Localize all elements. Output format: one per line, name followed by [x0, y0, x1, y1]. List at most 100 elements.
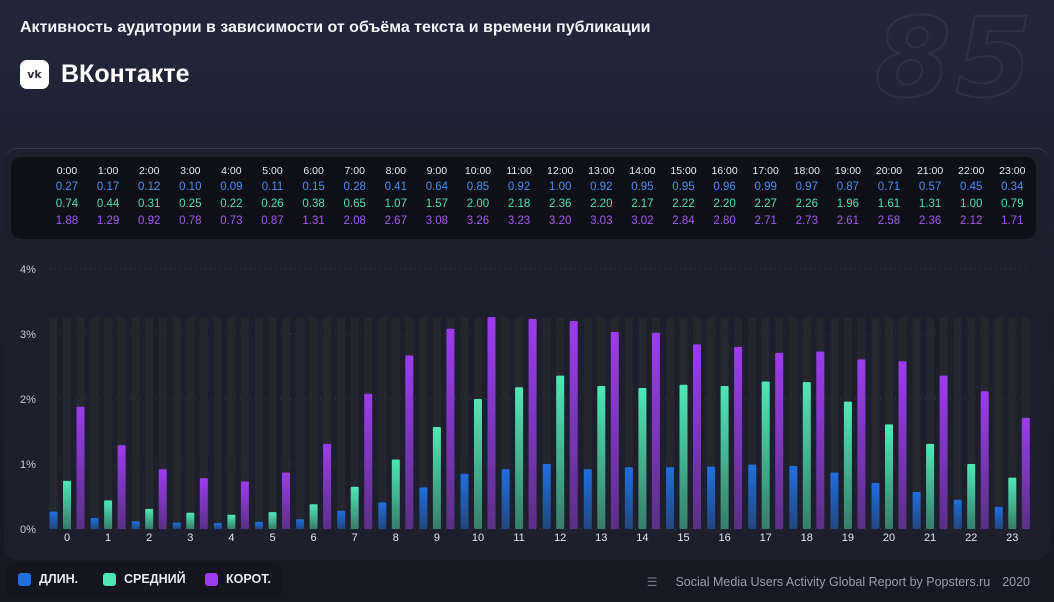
value-medium: 2.22 [672, 198, 695, 210]
bar-long [213, 523, 222, 529]
bar-medium [802, 382, 811, 529]
value-short: 0.73 [220, 215, 243, 227]
value-long: 0.97 [795, 181, 818, 193]
x-tick-label: 10 [472, 532, 484, 544]
x-tick-label: 3 [187, 532, 193, 544]
bar-short [1021, 417, 1030, 529]
bar-medium [391, 459, 400, 529]
legend-item-medium: СРЕДНИЙ [103, 572, 186, 586]
bar-background [912, 317, 921, 529]
value-long: 0.41 [384, 181, 407, 193]
bar-background [240, 317, 249, 529]
bar-long [912, 491, 921, 529]
legend-swatch-short [205, 572, 218, 586]
bar-short [816, 351, 825, 529]
value-short: 2.80 [713, 215, 736, 227]
bar-long [172, 522, 181, 529]
value-long: 0.96 [713, 181, 736, 193]
value-medium: 1.31 [918, 198, 942, 210]
bar-long [255, 521, 263, 529]
bar-background [296, 317, 305, 529]
value-short: 2.73 [795, 215, 818, 227]
bar-background [583, 317, 592, 529]
bar-background [227, 317, 236, 529]
bar-short [240, 481, 249, 529]
bar-short [980, 391, 989, 529]
bar-background [542, 317, 551, 529]
bar-short [282, 472, 290, 529]
value-long: 0.10 [179, 181, 202, 193]
value-long: 0.99 [754, 181, 777, 193]
bar-background [666, 317, 674, 529]
value-long: 0.45 [959, 181, 983, 193]
value-short: 0.92 [137, 215, 161, 227]
bar-long [501, 469, 510, 529]
value-short: 2.71 [754, 215, 777, 227]
footer: ☰ Social Media Users Activity Global Rep… [647, 575, 1030, 589]
x-tick-label: 13 [595, 532, 607, 544]
value-medium: 2.27 [754, 198, 777, 210]
bar-short [734, 347, 743, 529]
x-tick-label: 6 [311, 532, 317, 544]
time-label: 18:00 [793, 165, 820, 177]
value-long: 0.11 [261, 181, 284, 193]
bar-medium [679, 384, 688, 529]
bar-short [487, 317, 496, 529]
legend-item-short: КОРОТ. [205, 572, 271, 586]
bar-background [624, 317, 633, 529]
value-short: 3.20 [548, 215, 572, 227]
value-short: 1.31 [302, 215, 325, 227]
value-long: 1.00 [548, 181, 572, 193]
bar-long [90, 517, 99, 529]
bar-background [117, 317, 126, 529]
time-label: 13:00 [588, 165, 615, 177]
bar-background [309, 317, 318, 529]
bar-medium [967, 464, 976, 529]
bar-long [789, 465, 798, 529]
value-medium: 0.79 [1001, 198, 1024, 210]
bar-background [131, 317, 140, 529]
watermark-number: 85 [874, 0, 1036, 123]
bar-background [186, 317, 195, 529]
bar-background [337, 317, 346, 529]
time-label: 23:00 [999, 165, 1026, 177]
bar-long [707, 466, 716, 529]
value-long: 0.34 [1001, 181, 1024, 193]
bar-background [967, 317, 976, 529]
bar-short [651, 332, 660, 529]
value-medium: 0.38 [302, 198, 325, 210]
value-short: 1.71 [1001, 215, 1024, 227]
x-tick-label: 23 [1006, 532, 1018, 544]
time-label: 5:00 [262, 165, 283, 177]
vk-logo-icon: vk [20, 60, 49, 89]
bar-long [583, 469, 592, 529]
brand-name: ВКонтакте [61, 60, 190, 88]
bar-background [748, 317, 757, 529]
x-tick-label: 4 [228, 532, 234, 544]
bar-medium [474, 399, 482, 529]
bar-short [528, 319, 537, 529]
bar-background [501, 317, 510, 529]
y-tick-label: 3% [20, 329, 36, 341]
bar-background [49, 317, 58, 529]
bar-background [104, 317, 113, 529]
list-icon: ☰ [646, 575, 658, 589]
x-tick-label: 0 [64, 532, 70, 544]
bar-medium [885, 424, 893, 529]
value-short: 3.08 [425, 215, 449, 227]
bar-medium [145, 508, 154, 529]
bar-medium [186, 512, 195, 529]
time-label: 6:00 [303, 165, 324, 177]
time-label: 8:00 [385, 165, 407, 177]
x-tick-label: 20 [883, 532, 895, 544]
bar-background [994, 317, 1003, 529]
vk-logo-text: vk [27, 68, 42, 81]
value-medium: 1.07 [384, 198, 407, 210]
bar-medium [515, 387, 524, 529]
bar-background [419, 317, 428, 529]
value-medium: 0.26 [261, 198, 284, 210]
value-short: 2.36 [918, 215, 942, 227]
legend-label-long: ДЛИН. [39, 572, 79, 586]
value-long: 0.17 [96, 181, 120, 193]
